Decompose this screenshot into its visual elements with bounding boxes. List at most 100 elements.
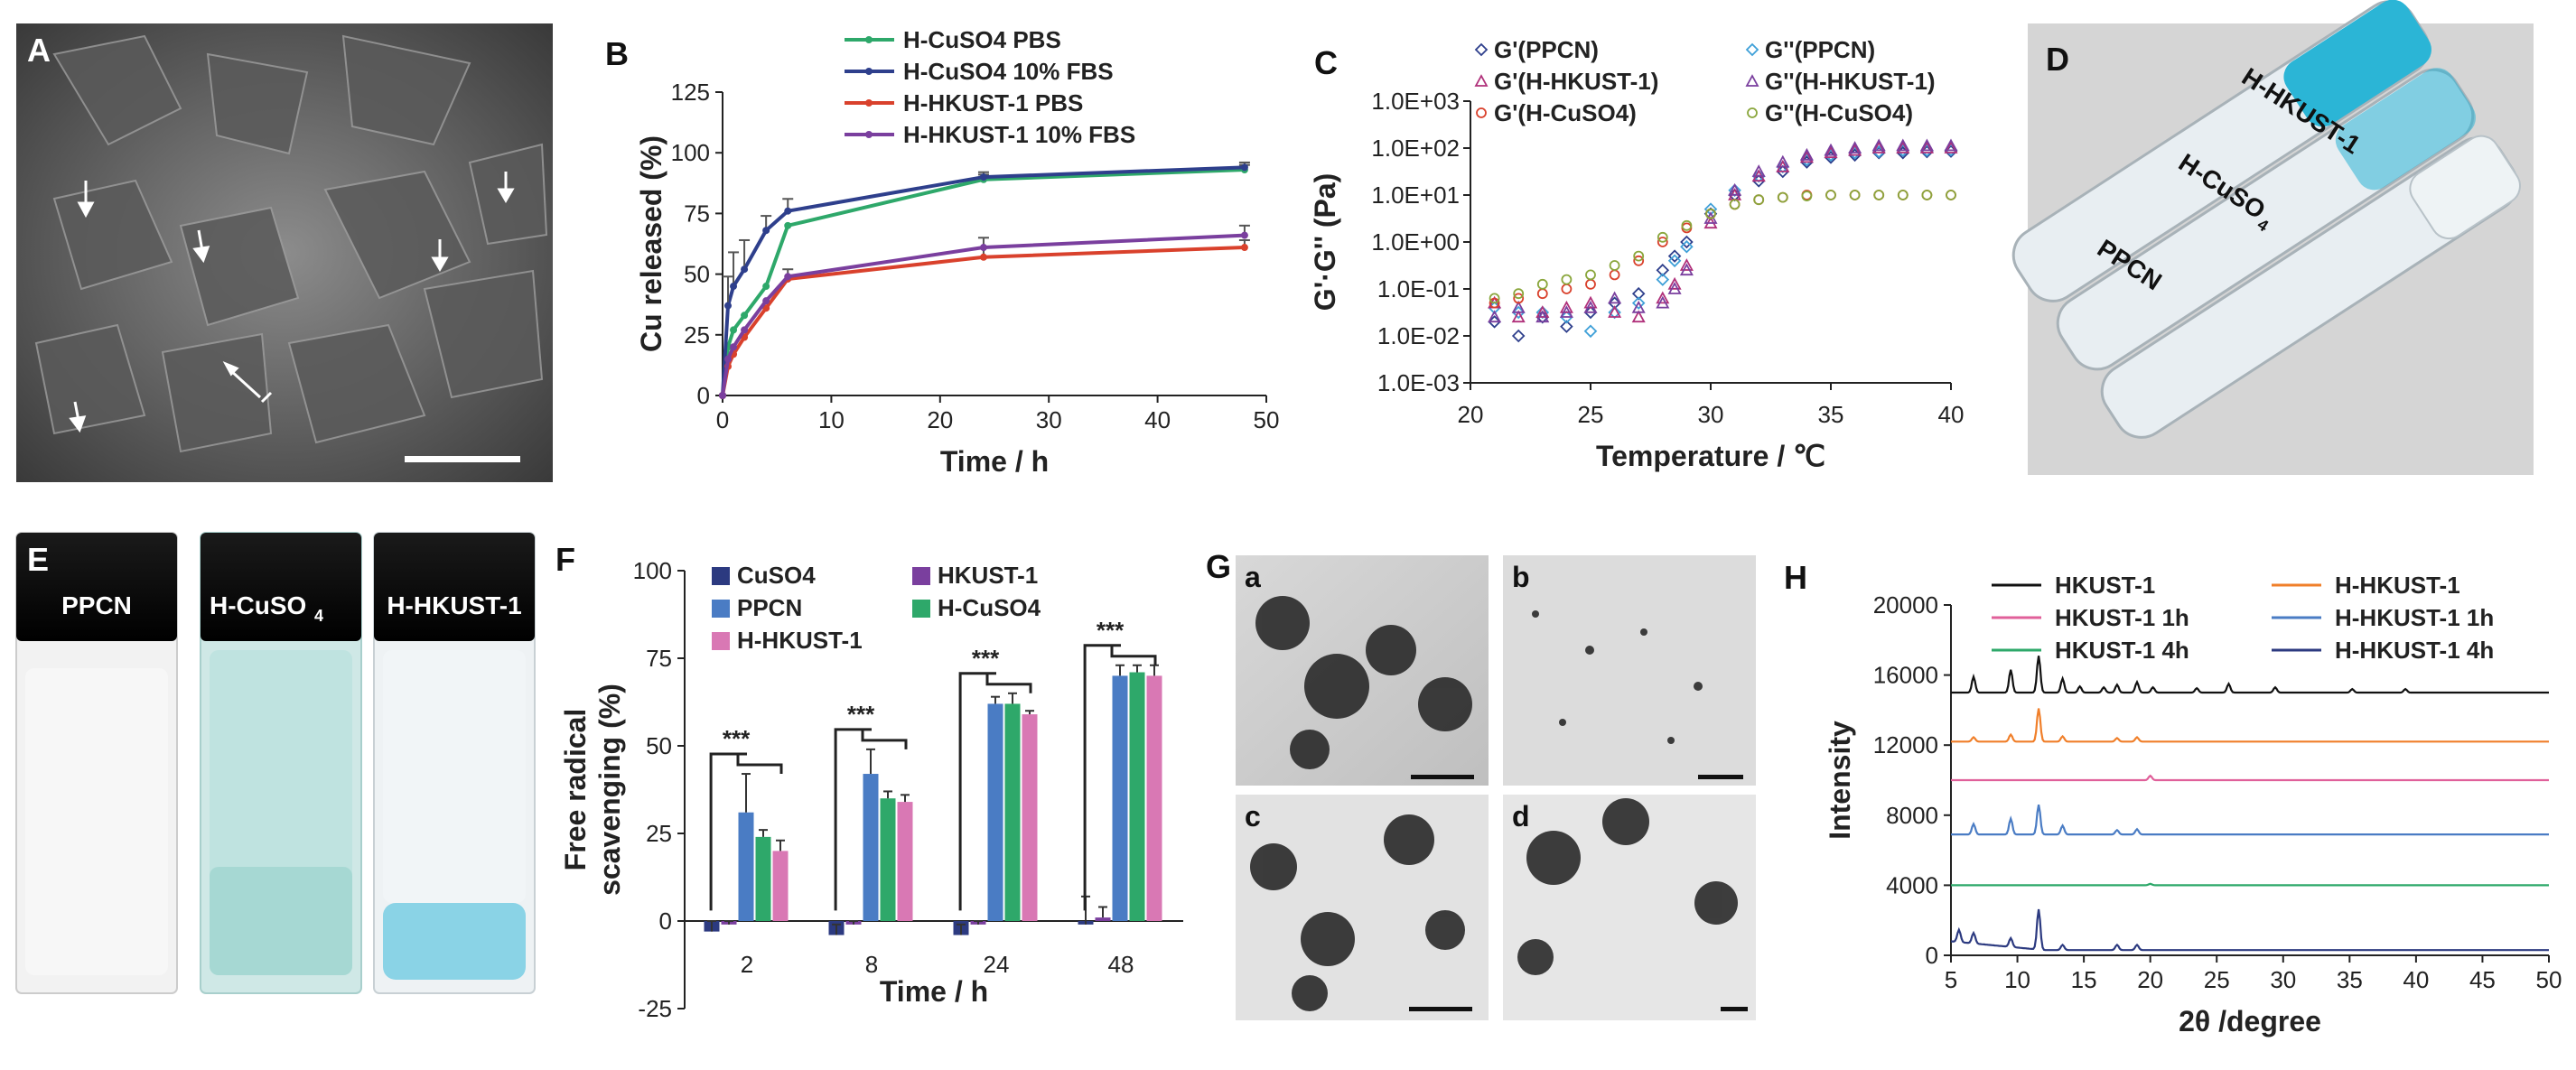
data-point <box>724 355 733 363</box>
y-tick-label: 125 <box>671 79 710 106</box>
data-point <box>1608 305 1621 320</box>
y-tick-label: 100 <box>671 139 710 166</box>
data-point <box>1608 305 1622 318</box>
data-point <box>1825 190 1836 200</box>
data-point <box>762 227 770 235</box>
panel-c-letter: C <box>1314 44 1338 81</box>
data-point <box>1535 305 1550 318</box>
data-point <box>1667 249 1682 263</box>
legend-label: H-CuSO4 10% FBS <box>903 58 1114 85</box>
panel-g-tem: a b c d G <box>1206 548 1756 1020</box>
x-tick-label: 20 <box>1458 401 1484 428</box>
tem-label-d: d <box>1512 800 1530 833</box>
x-tick-label: 10 <box>2004 966 2030 993</box>
legend-swatch <box>912 600 930 618</box>
panel-a-letter: A <box>27 32 51 69</box>
data-point <box>1871 138 1886 152</box>
legend-label: H-HKUST-1 <box>737 627 863 654</box>
data-point <box>762 297 770 305</box>
data-point <box>1656 295 1670 309</box>
x-axis-title: Temperature / ℃ <box>1596 440 1825 472</box>
data-point <box>1240 163 1248 172</box>
x-tick-label: 30 <box>1698 401 1724 428</box>
x-tick-label: 20 <box>927 406 953 433</box>
chart-b: 0 25 50 75 100 125 0 10 20 30 40 50 Time / h Cu relea… <box>635 26 1279 478</box>
data-point <box>730 283 738 291</box>
vials-tilted <box>2011 0 2521 439</box>
data-point <box>1489 297 1500 309</box>
x-tick-label: 40 <box>2403 966 2429 993</box>
legend-label: H-CuSO4 PBS <box>903 26 1061 53</box>
data-point <box>1799 147 1814 161</box>
y-tick-label: 25 <box>646 820 672 847</box>
legend-marker <box>1745 74 1759 87</box>
x-tick-label: 35 <box>1818 401 1844 428</box>
data-point <box>1583 295 1598 309</box>
data-point <box>1753 194 1765 206</box>
data-point <box>1667 254 1682 268</box>
data-point <box>1681 219 1693 231</box>
legend-marker <box>1476 107 1487 118</box>
data-point <box>1667 276 1682 290</box>
data-point <box>1609 260 1620 271</box>
data-point <box>1728 183 1741 198</box>
label-e-hkust: H-HKUST-1 <box>387 591 521 619</box>
data-point <box>1667 282 1682 294</box>
tem-label-c: c <box>1245 800 1261 833</box>
legend-label: G''(H-HKUST-1) <box>1765 68 1936 95</box>
data-point <box>741 326 749 334</box>
legend-label: G'(H-HKUST-1) <box>1494 68 1658 95</box>
data-point <box>1776 154 1790 168</box>
bar <box>1146 675 1162 921</box>
legend-swatch <box>712 632 730 650</box>
y-tick-label: 0 <box>659 907 672 935</box>
significance-label: *** <box>723 725 751 752</box>
chart-c: 1.0E-03 1.0E-02 1.0E-01 1.0E+00 1.0E+01 1.0E+… <box>1309 36 1964 472</box>
y-tick-label: 1.0E-03 <box>1377 369 1460 396</box>
y-tick-label: 20000 <box>1873 591 1938 619</box>
y-tick-label: 0 <box>697 382 710 409</box>
y-axis-title: Intensity <box>1824 721 1856 840</box>
data-point <box>1513 288 1525 300</box>
data-point <box>979 253 987 261</box>
bar <box>863 774 879 921</box>
data-point <box>979 244 987 252</box>
y-axis-title: scavenging (%) <box>593 684 626 896</box>
data-point <box>1873 190 1885 200</box>
tem-particles <box>1250 596 1738 1011</box>
legend-label: H-HKUST-1 4h <box>2335 637 2494 664</box>
data-point <box>1728 182 1742 196</box>
legend-marker <box>865 68 873 75</box>
data-point <box>1871 141 1886 154</box>
data-point <box>784 207 792 215</box>
data-point <box>1921 190 1933 200</box>
x-tick-label: 45 <box>2469 966 2496 993</box>
data-point <box>1729 199 1741 210</box>
y-tick-label: 0 <box>1926 942 1938 969</box>
series-line <box>1951 805 2549 836</box>
y-tick-label: 50 <box>646 732 672 759</box>
tem-scale-bars <box>1409 775 1748 1011</box>
y-tick-label: 75 <box>684 200 710 227</box>
panel-a-sem-image: A <box>16 23 553 482</box>
y-tick-label: 100 <box>633 557 672 584</box>
x-tick-label: 5 <box>1945 966 1957 993</box>
data-point <box>1583 300 1598 313</box>
significance-bracket <box>1083 644 1121 911</box>
y-tick-label: 1.0E-02 <box>1377 322 1460 349</box>
legend-label: G'(H-CuSO4) <box>1494 99 1637 126</box>
data-point <box>1896 138 1910 152</box>
y-tick-label: 25 <box>684 321 710 349</box>
data-point <box>1511 300 1526 313</box>
x-tick-label: 30 <box>1036 406 1062 433</box>
bar <box>1112 675 1128 921</box>
data-point <box>1561 274 1573 285</box>
data-point <box>1849 190 1861 200</box>
x-tick-label: 24 <box>984 951 1010 978</box>
series-line <box>1951 708 2549 743</box>
data-point <box>724 302 733 310</box>
x-tick-label: 50 <box>1254 406 1280 433</box>
y-tick-label: -25 <box>638 995 672 1022</box>
x-tick-label: 25 <box>2204 966 2230 993</box>
panel-b-letter: B <box>605 35 629 72</box>
